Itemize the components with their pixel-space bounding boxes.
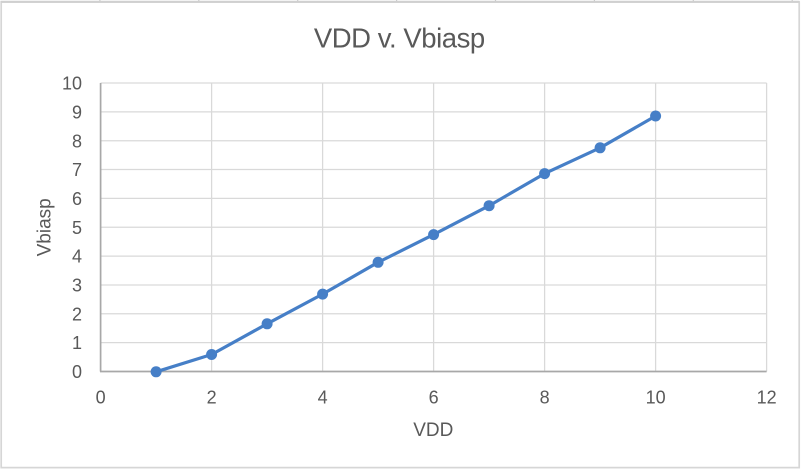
svg-text:8: 8 xyxy=(540,388,550,408)
svg-text:0: 0 xyxy=(72,362,82,382)
svg-text:5: 5 xyxy=(72,218,82,238)
svg-text:VDD: VDD xyxy=(413,420,453,441)
svg-text:4: 4 xyxy=(72,247,82,267)
svg-text:8: 8 xyxy=(72,131,82,151)
svg-text:VDD v. Vbiasp: VDD v. Vbiasp xyxy=(314,23,485,54)
svg-text:7: 7 xyxy=(72,160,82,180)
svg-text:6: 6 xyxy=(429,388,439,408)
svg-text:10: 10 xyxy=(62,74,82,94)
svg-text:4: 4 xyxy=(318,388,328,408)
svg-text:10: 10 xyxy=(646,388,666,408)
svg-text:12: 12 xyxy=(757,388,777,408)
svg-text:3: 3 xyxy=(72,276,82,296)
svg-text:6: 6 xyxy=(72,189,82,209)
svg-text:2: 2 xyxy=(72,304,82,324)
svg-text:1: 1 xyxy=(72,333,82,353)
svg-text:Vbiasp: Vbiasp xyxy=(35,198,56,256)
svg-text:0: 0 xyxy=(96,388,106,408)
svg-text:9: 9 xyxy=(72,102,82,122)
svg-text:2: 2 xyxy=(207,388,217,408)
